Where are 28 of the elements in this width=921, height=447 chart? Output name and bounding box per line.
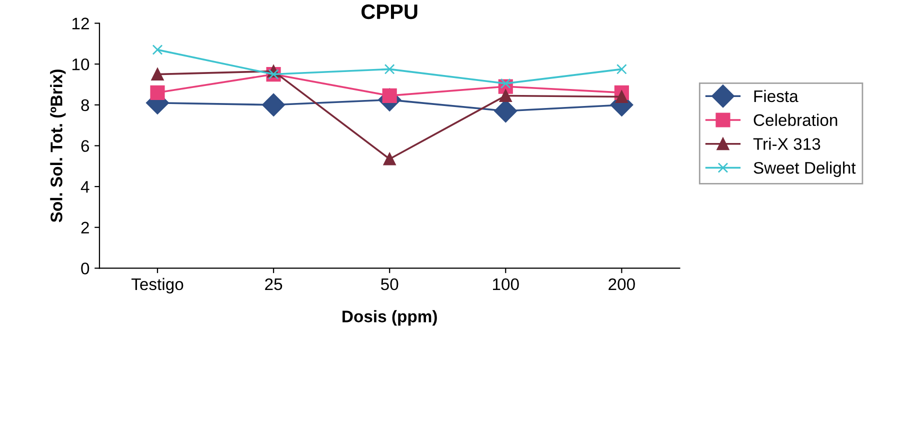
- x-tick-label: 25: [265, 278, 282, 290]
- legend-label: Fiesta: [754, 90, 798, 102]
- legend-label: Tri-X 313: [753, 138, 820, 150]
- point: [615, 90, 628, 103]
- chart-title: CPPU: [361, 4, 418, 20]
- y-tick-label: 2: [81, 222, 89, 234]
- point: [262, 93, 286, 116]
- y-tick-label: 12: [72, 18, 89, 30]
- point: [152, 44, 163, 55]
- point: [150, 85, 165, 100]
- point: [383, 152, 396, 166]
- point: [616, 64, 627, 74]
- y-tick-label: 10: [72, 58, 90, 70]
- x-tick-label: Testigo: [131, 278, 184, 294]
- legend-label: Celebration: [754, 114, 838, 126]
- x-tick-label: 200: [608, 278, 635, 290]
- y-axis-title: Sol. Sol. Tot. (ºBrix): [50, 70, 66, 222]
- y-tick-label: 6: [81, 140, 90, 152]
- x-axis-title: Dosis (ppm): [342, 310, 437, 326]
- legend-label: Sweet Delight: [754, 162, 856, 178]
- point: [499, 89, 512, 102]
- point: [384, 64, 395, 74]
- point: [151, 68, 164, 81]
- x-tick-label: 100: [492, 278, 519, 290]
- y-tick-label: 4: [80, 181, 90, 193]
- y-tick-label: 8: [81, 99, 90, 112]
- x-tick-label: 50: [380, 278, 398, 290]
- y-tick-label: 0: [81, 262, 90, 274]
